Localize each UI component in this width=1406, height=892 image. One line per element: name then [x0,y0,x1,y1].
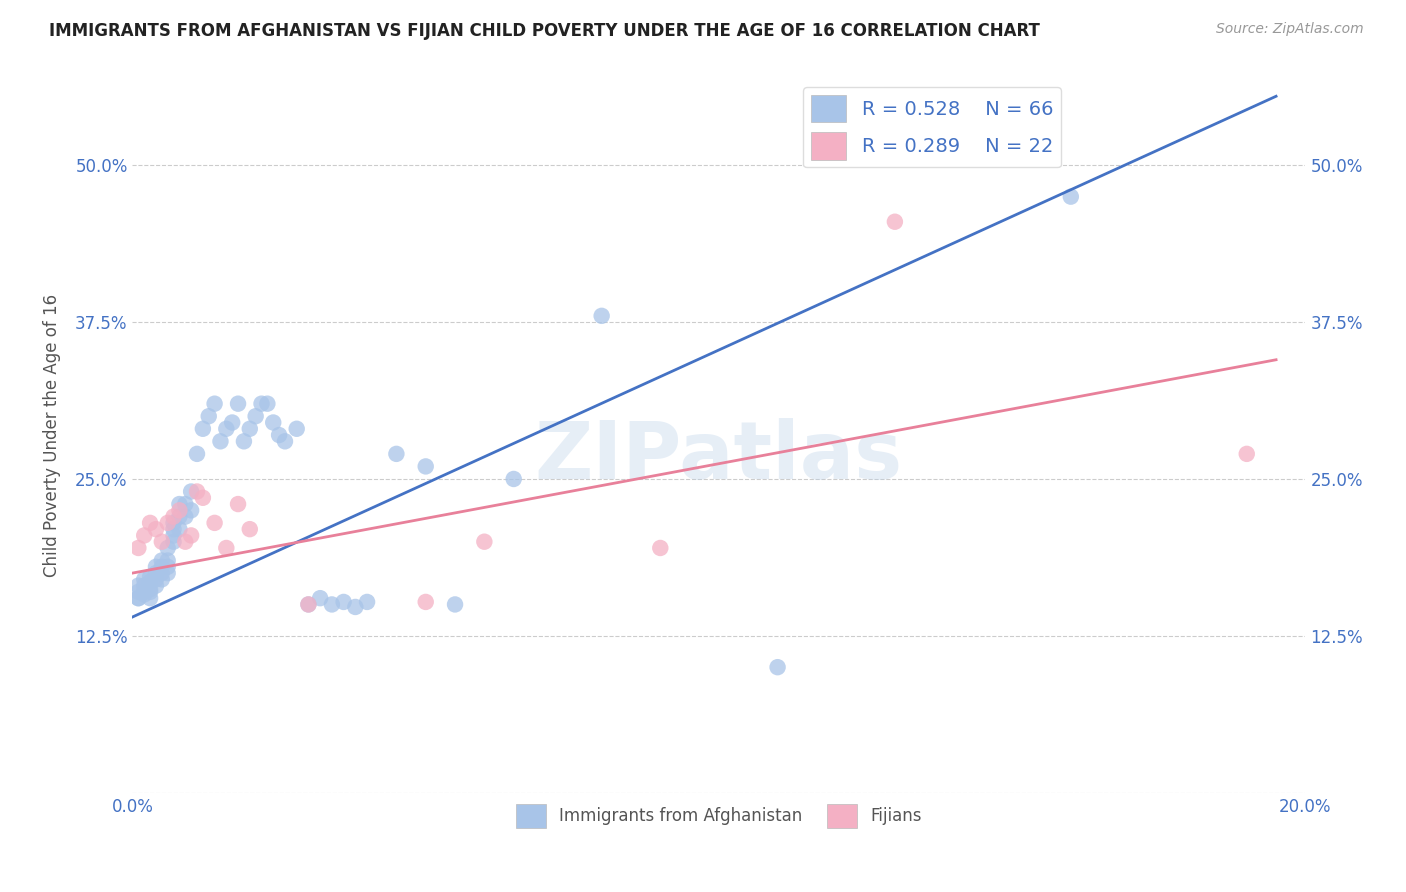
Point [444,598,467,612]
Point [139,570,162,584]
Point [156,541,179,555]
Point [139,591,162,606]
Point [150,566,173,580]
Point [169,503,191,517]
Point [156,566,179,580]
Point [162,509,184,524]
Point [766,660,789,674]
Point [297,598,319,612]
Point [262,416,284,430]
Point [385,447,408,461]
Point [502,472,524,486]
Point [197,409,219,424]
Point [145,579,167,593]
Point [145,572,167,586]
Point [186,484,208,499]
Point [1236,447,1258,461]
Point [186,447,208,461]
Point [134,528,156,542]
Point [209,434,232,449]
Point [591,309,613,323]
Point [332,595,354,609]
Point [1060,189,1083,203]
Point [156,559,179,574]
Point [162,528,184,542]
Point [134,572,156,586]
Point [180,484,202,499]
Point [169,497,191,511]
Point [150,553,173,567]
Point [134,585,156,599]
Point [156,553,179,567]
Point [344,599,367,614]
Point [415,459,437,474]
Point [139,585,162,599]
Point [239,522,262,536]
Point [162,522,184,536]
Point [274,434,297,449]
Point [169,522,191,536]
Point [127,585,149,599]
Point [215,541,238,555]
Point [269,428,291,442]
Point [356,595,378,609]
Point [180,503,202,517]
Point [156,516,179,530]
Point [309,591,332,606]
Point [226,397,249,411]
Point [139,516,162,530]
Point [191,491,214,505]
Point [245,409,267,424]
Point [134,587,156,601]
Text: IMMIGRANTS FROM AFGHANISTAN VS FIJIAN CHILD POVERTY UNDER THE AGE OF 16 CORRELAT: IMMIGRANTS FROM AFGHANISTAN VS FIJIAN CH… [49,22,1040,40]
Point [150,559,173,574]
Point [150,572,173,586]
Point [145,566,167,580]
Point [127,541,149,555]
Point [169,509,191,524]
Point [250,397,273,411]
Point [174,509,197,524]
Point [321,598,343,612]
Point [180,528,202,542]
Point [127,579,149,593]
Point [134,579,156,593]
Point [472,534,495,549]
Y-axis label: Child Poverty Under the Age of 16: Child Poverty Under the Age of 16 [44,293,60,576]
Point [415,595,437,609]
Legend: Immigrants from Afghanistan, Fijians: Immigrants from Afghanistan, Fijians [509,797,929,834]
Point [204,516,226,530]
Point [256,397,278,411]
Point [650,541,672,555]
Point [150,534,173,549]
Point [226,497,249,511]
Point [145,522,167,536]
Point [285,422,308,436]
Point [297,598,319,612]
Point [883,215,905,229]
Text: Source: ZipAtlas.com: Source: ZipAtlas.com [1216,22,1364,37]
Point [162,516,184,530]
Point [127,591,149,606]
Text: ZIPatlas: ZIPatlas [534,417,903,495]
Point [127,591,149,606]
Point [139,574,162,589]
Point [204,397,226,411]
Point [215,422,238,436]
Point [162,534,184,549]
Point [221,416,243,430]
Point [232,434,254,449]
Point [139,582,162,597]
Point [239,422,262,436]
Point [145,559,167,574]
Point [174,497,197,511]
Point [191,422,214,436]
Point [174,534,197,549]
